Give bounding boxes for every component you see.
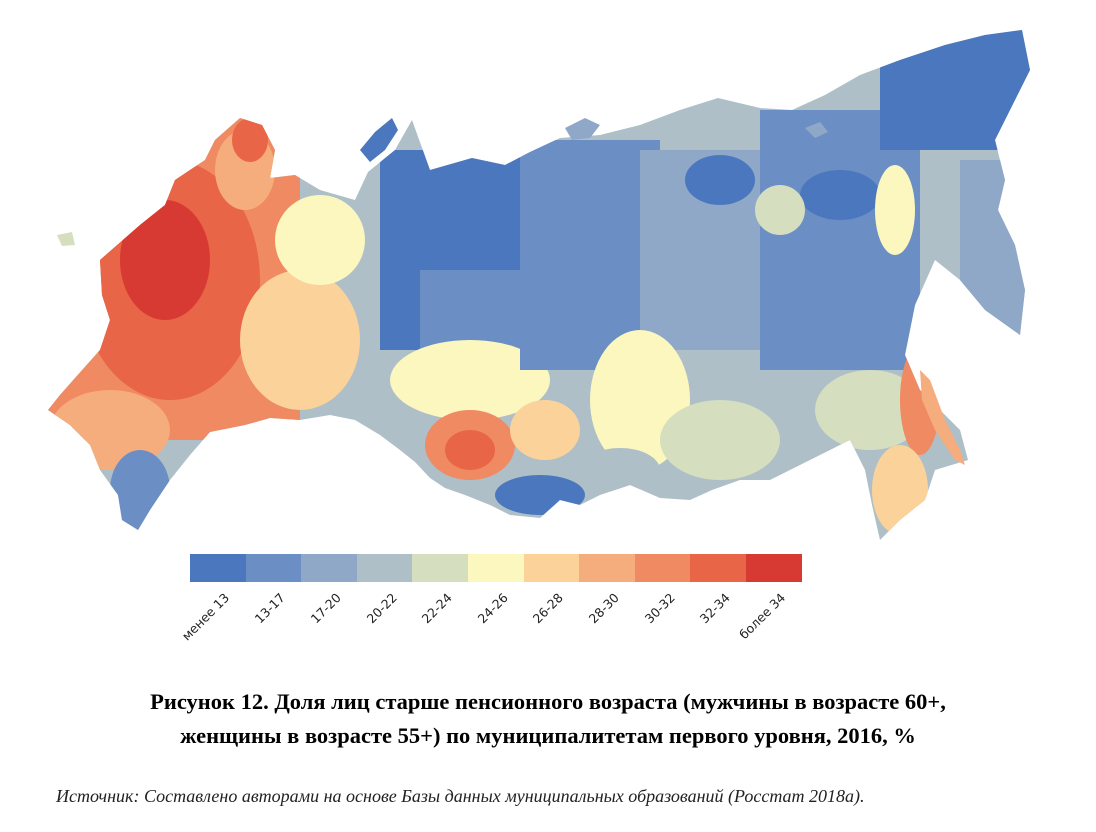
region-primorye — [872, 445, 928, 535]
region-altai — [495, 475, 585, 515]
russia-map-svg — [48, 30, 1030, 540]
legend-label: 28-30 — [585, 590, 622, 627]
novaya-zemlya — [360, 118, 398, 162]
region-tuva — [580, 448, 660, 492]
legend-label: 20-22 — [363, 590, 400, 627]
legend-swatch — [301, 554, 357, 582]
region-omsk — [510, 400, 580, 460]
legend-swatch — [356, 554, 413, 582]
region-amur — [815, 370, 925, 450]
region-ural-yellow — [390, 340, 550, 420]
map-legend: менее 13 13-17 17-20 20-22 22-24 24-26 26-28 28… — [179, 554, 802, 674]
region-magadan-yellow — [875, 165, 915, 255]
legend-label: 24-26 — [474, 590, 511, 627]
legend-label: менее 13 — [178, 590, 232, 644]
legend-label: более 34 — [735, 590, 789, 643]
arctic-islands — [565, 118, 600, 140]
region-kola — [232, 118, 268, 162]
legend-label: 22-24 — [418, 590, 456, 627]
legend-swatch — [412, 554, 468, 582]
legend-label: 17-20 — [307, 590, 344, 627]
sakhalin — [920, 370, 965, 465]
legend-label: 30-32 — [641, 590, 678, 627]
region-central-hot-core — [120, 200, 210, 320]
caption-line-1: Рисунок 12. Доля лиц старше пенсионного … — [150, 689, 946, 714]
kaliningrad — [57, 232, 75, 246]
region-buryatia — [660, 400, 780, 480]
region-yakutia-yellow — [755, 185, 805, 235]
choropleth-map — [48, 30, 1030, 540]
figure-caption: Рисунок 12. Доля лиц старше пенсионного … — [20, 685, 1076, 753]
region-chukotka — [880, 30, 1030, 150]
region-north-west-yellow — [275, 195, 365, 285]
region-south-ural-core — [445, 430, 495, 470]
region-kamchatka — [960, 160, 1030, 340]
region-yakutia-east — [800, 170, 880, 220]
legend-swatch — [190, 554, 246, 582]
legend-label: 13-17 — [252, 590, 289, 627]
legend-swatch — [523, 554, 580, 582]
legend-swatch — [468, 554, 524, 582]
region-caucasus — [110, 450, 170, 530]
legend-swatch — [245, 554, 302, 582]
region-yakutia-north — [685, 155, 755, 205]
region-volga — [240, 270, 360, 410]
map-regions — [48, 30, 1030, 535]
legend-label: 26-28 — [530, 590, 567, 627]
new-siberian-islands — [805, 122, 828, 138]
legend-swatch — [690, 554, 746, 582]
source-note: Источник: Составлено авторами на основе … — [56, 786, 865, 806]
legend-label: 32-34 — [696, 590, 734, 627]
legend-swatch — [579, 554, 635, 582]
caption-line-2: женщины в возрасте 55+) по муниципалитет… — [180, 723, 916, 748]
legend-swatch — [746, 554, 802, 582]
legend-swatch — [634, 554, 691, 582]
